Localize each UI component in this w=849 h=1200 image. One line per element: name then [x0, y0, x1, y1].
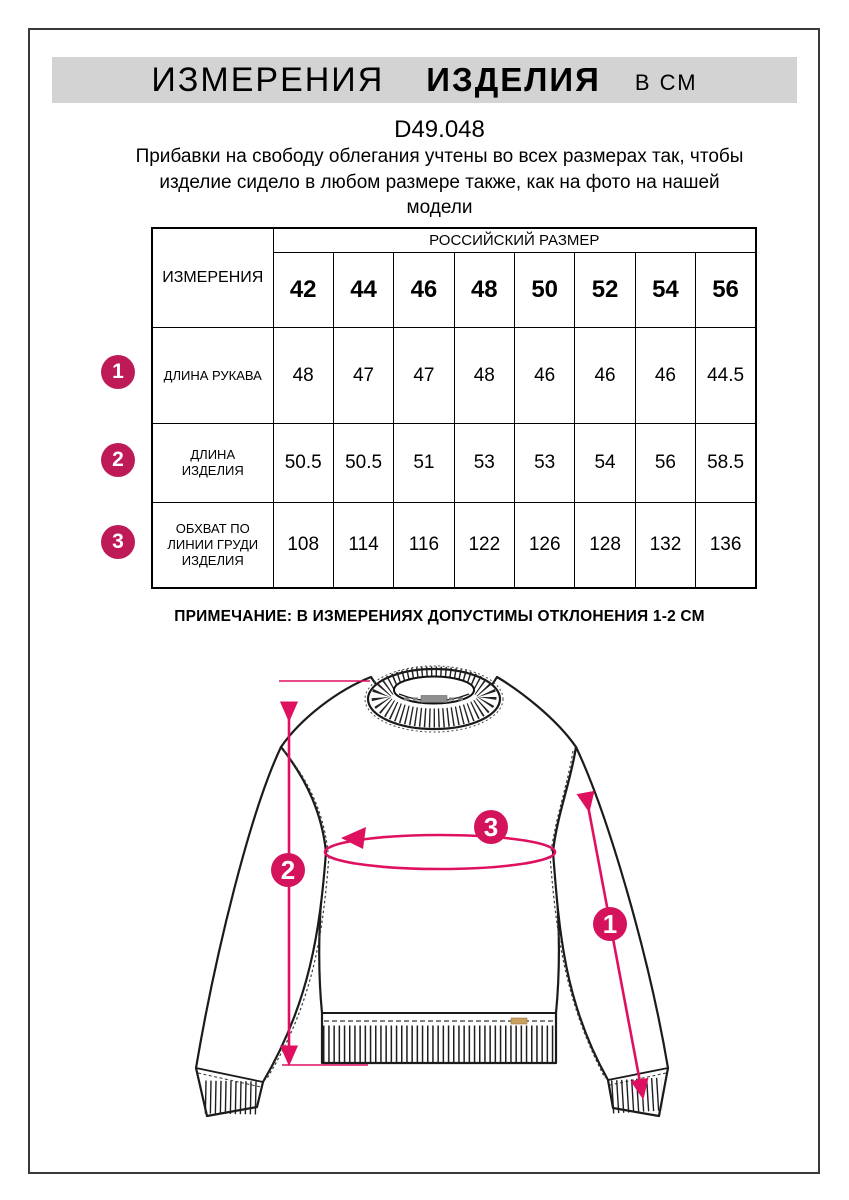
size-header: 56: [695, 252, 757, 328]
row-label: ДЛИНА РУКАВА: [151, 327, 274, 424]
measurement-value: 47: [393, 327, 455, 424]
svg-text:3: 3: [484, 812, 498, 842]
title-band: ИЗМЕРЕНИЯ ИЗДЕЛИЯ В СМ: [52, 57, 797, 103]
measurement-value: 128: [574, 502, 636, 588]
table-row-garment-length: ДЛИНА ИЗДЕЛИЯ 50.5 50.5 51 53 53 54 56 5…: [151, 423, 757, 503]
measurement-value: 136: [695, 502, 757, 588]
tolerance-note: ПРИМЕЧАНИЕ: В ИЗМЕРЕНИЯХ ДОПУСТИМЫ ОТКЛО…: [174, 608, 705, 625]
garment-left-sleeve: [194, 745, 328, 1118]
measurement-value: 48: [453, 327, 516, 424]
measurement-value: 54: [574, 423, 636, 503]
measurement-value: 48: [272, 327, 334, 424]
hem-label: [510, 1017, 528, 1025]
size-header: 46: [393, 252, 455, 328]
measurement-value: 122: [453, 502, 516, 588]
table-row-chest-girth: ОБХВАТ ПО ЛИНИИ ГРУДИ ИЗДЕЛИЯ 108 114 11…: [151, 502, 757, 588]
measurement-value: 132: [634, 502, 697, 588]
size-header-row: 42 44 46 48 50 52 54 56: [152, 252, 757, 328]
measurement-value: 50.5: [332, 423, 395, 503]
row-label: ОБХВАТ ПО ЛИНИИ ГРУДИ ИЗДЕЛИЯ: [151, 502, 274, 588]
svg-text:1: 1: [603, 909, 617, 939]
row-number-badge-3: 3: [101, 525, 135, 559]
measurement-value: 114: [332, 502, 395, 588]
fit-description: Прибавки на свободу облегания учтены во …: [135, 146, 744, 218]
title-measurements: ИЗМЕРЕНИЯ: [151, 60, 385, 99]
row-label: ДЛИНА ИЗДЕЛИЯ: [151, 423, 274, 503]
measurement-annotations: 2 3 1: [271, 680, 649, 1100]
svg-text:2: 2: [281, 855, 295, 885]
table-corner-label: ИЗМЕРЕНИЯ: [151, 227, 274, 328]
title-product: ИЗДЕЛИЯ: [426, 61, 601, 98]
collar-label: [420, 695, 448, 703]
table-row-sleeve-length: ДЛИНА РУКАВА 48 47 47 48 46 46 46 44.5: [151, 327, 757, 424]
measurement-value: 108: [272, 502, 334, 588]
garment-outline: [194, 675, 670, 1118]
hem-ribbing: [322, 1012, 556, 1063]
measurement-value: 46: [574, 327, 636, 424]
measurement-value: 46: [634, 327, 697, 424]
drawing-badge-sleeve: 1: [593, 907, 627, 941]
size-header: 44: [332, 252, 395, 328]
size-header: 42: [272, 252, 334, 328]
row-number-badge-2: 2: [101, 443, 135, 477]
product-code: D49.048: [394, 116, 485, 143]
collar: [364, 665, 504, 733]
chest-girth-ellipse: [323, 833, 557, 871]
measurement-value: 53: [513, 423, 576, 503]
measurement-value: 46: [513, 327, 576, 424]
row-number-badge-1: 1: [101, 355, 135, 389]
size-table: ИЗМЕРЕНИЯ РОССИЙСКИЙ РАЗМЕР 42 44 46 48 …: [151, 227, 757, 589]
drawing-badge-length: 2: [271, 853, 305, 887]
measurement-value: 58.5: [695, 423, 757, 503]
page-border: [28, 28, 820, 1174]
measurement-value: 53: [453, 423, 516, 503]
chest-arrowhead: [341, 827, 366, 849]
size-header: 52: [574, 252, 636, 328]
measurement-value: 116: [393, 502, 455, 588]
drawing-badge-chest: 3: [474, 810, 508, 844]
title-unit: В СМ: [634, 70, 698, 95]
